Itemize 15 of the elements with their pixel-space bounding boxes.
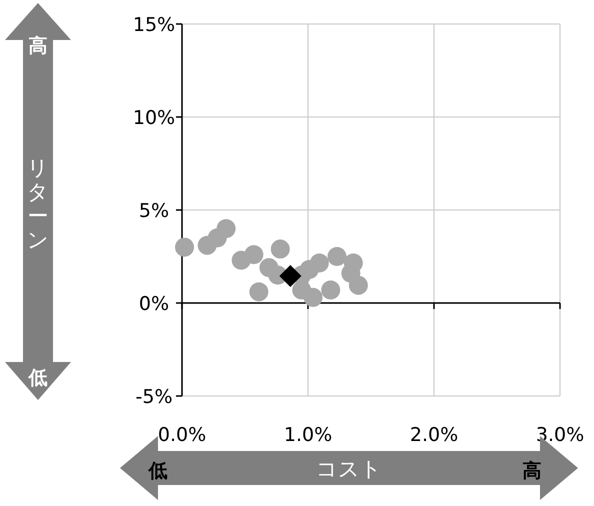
y-tick-label: -5% bbox=[136, 386, 172, 408]
y-axis-title: リターン bbox=[27, 156, 49, 252]
text: 高 bbox=[28, 35, 48, 57]
x-tick-label: 3.0% bbox=[536, 424, 584, 446]
x-tick-label: 0.0% bbox=[158, 424, 206, 446]
y-tick-label: 15% bbox=[132, 14, 176, 36]
y-tick-label: 0% bbox=[138, 293, 170, 315]
text: 低 bbox=[148, 460, 168, 482]
y-tick-label: 10% bbox=[132, 107, 176, 129]
x-tick-label: 2.0% bbox=[410, 424, 458, 446]
x-axis-title: コスト bbox=[316, 457, 382, 481]
text: 低 bbox=[28, 367, 48, 389]
text: 高 bbox=[522, 460, 542, 482]
y-tick-label: 5% bbox=[138, 200, 170, 222]
x-tick-label: 1.0% bbox=[284, 424, 332, 446]
